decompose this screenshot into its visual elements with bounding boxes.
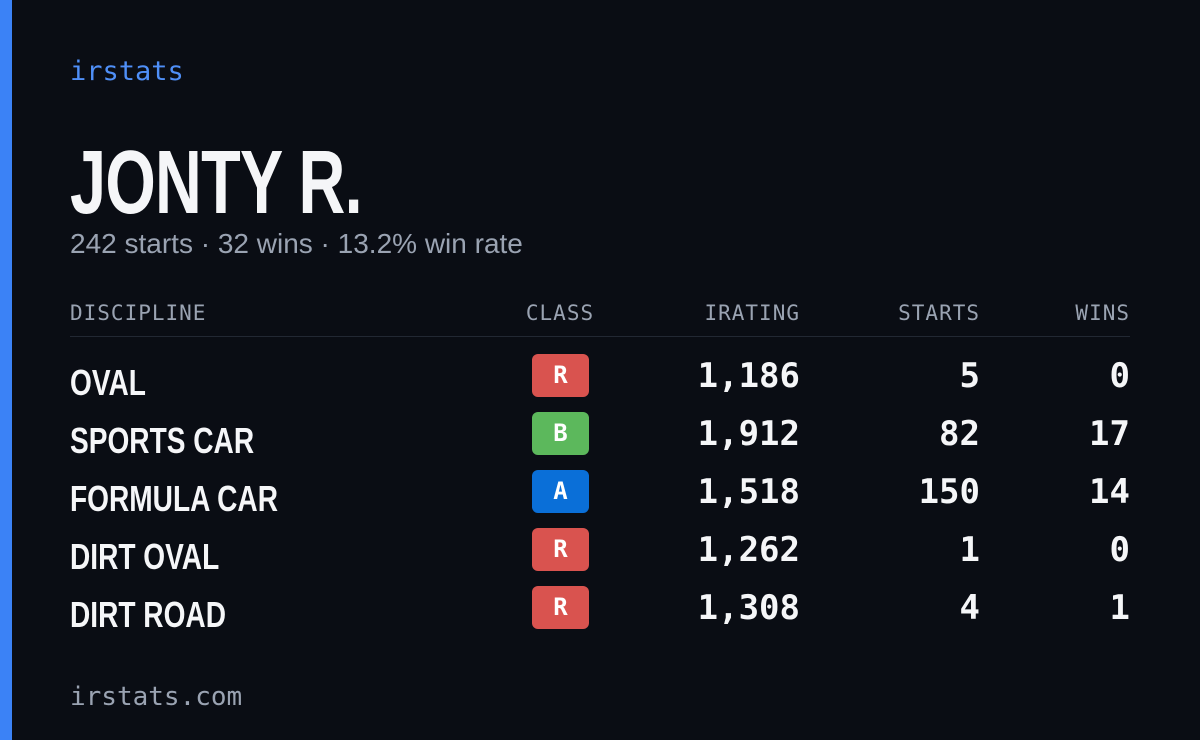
wins: 0 — [1109, 356, 1130, 396]
class-badge: R — [532, 528, 589, 571]
starts: 1 — [959, 530, 980, 570]
column-header: CLASS — [525, 301, 595, 325]
player-summary: 242 starts · 32 wins · 13.2% win rate — [70, 228, 523, 259]
discipline: SPORTS CAR — [70, 420, 255, 461]
discipline: DIRT OVAL — [70, 536, 220, 577]
starts: 82 — [939, 414, 980, 454]
starts: 5 — [959, 356, 980, 396]
accent-bar — [0, 0, 12, 740]
class-badge: R — [532, 354, 589, 397]
irating: 1,186 — [697, 356, 800, 396]
player-name: JONTY R. — [70, 133, 363, 233]
column-header: IRATING — [704, 301, 800, 325]
class-badge: A — [532, 470, 589, 513]
starts: 150 — [918, 472, 980, 512]
brand: irstats — [70, 56, 184, 87]
starts: 4 — [959, 588, 980, 628]
column-header: STARTS — [898, 301, 980, 325]
class-badge: R — [532, 586, 589, 629]
irating: 1,518 — [697, 472, 800, 512]
discipline: OVAL — [70, 362, 146, 403]
class-badge: B — [532, 412, 589, 455]
column-header: DISCIPLINE — [70, 301, 207, 325]
discipline: DIRT ROAD — [70, 594, 226, 635]
wins: 14 — [1089, 472, 1130, 512]
wins: 17 — [1089, 414, 1130, 454]
column-header: WINS — [1075, 301, 1130, 325]
irating: 1,308 — [697, 588, 800, 628]
wins: 1 — [1109, 588, 1130, 628]
discipline: FORMULA CAR — [70, 478, 278, 519]
footer: irstats.com — [70, 682, 243, 712]
header-rule — [70, 336, 1130, 337]
irating: 1,912 — [697, 414, 800, 454]
wins: 0 — [1109, 530, 1130, 570]
irating: 1,262 — [697, 530, 800, 570]
